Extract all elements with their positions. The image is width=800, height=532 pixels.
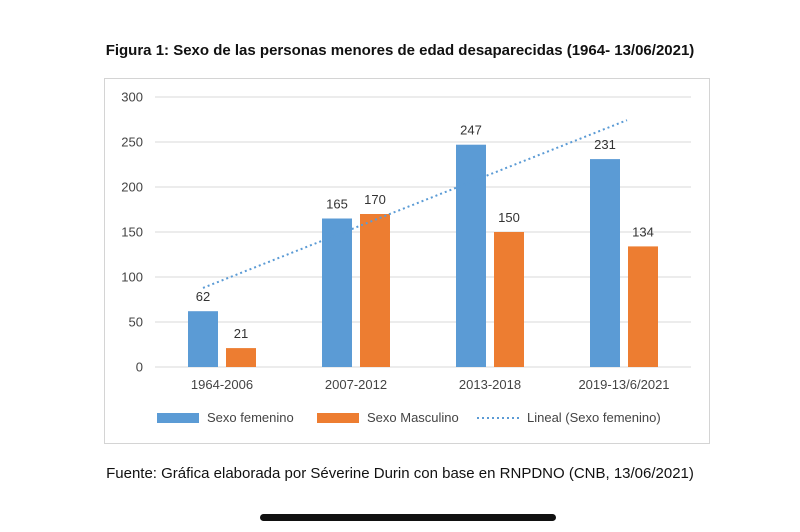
bar-sexo-masculino bbox=[628, 246, 658, 367]
data-label: 247 bbox=[460, 123, 482, 138]
y-tick-label: 150 bbox=[121, 225, 143, 240]
data-label: 165 bbox=[326, 197, 348, 212]
x-tick-label: 2019-13/6/2021 bbox=[578, 377, 669, 392]
y-tick-label: 0 bbox=[136, 360, 143, 375]
x-tick-label: 2007-2012 bbox=[325, 377, 387, 392]
legend-swatch-femenino bbox=[157, 413, 199, 423]
x-tick-label: 1964-2006 bbox=[191, 377, 253, 392]
data-label: 21 bbox=[234, 326, 248, 341]
x-tick-label: 2013-2018 bbox=[459, 377, 521, 392]
bar-sexo-femenino bbox=[322, 218, 352, 367]
legend-label-masculino: Sexo Masculino bbox=[367, 410, 459, 425]
legend-swatch-masculino bbox=[317, 413, 359, 423]
bar-chart: 0 50 100 150 200 250 300 62 21 1964-2006 165 170 200… bbox=[121, 90, 691, 425]
bar-sexo-femenino bbox=[188, 311, 218, 367]
bar-sexo-femenino bbox=[456, 144, 486, 367]
chart-area: 0 50 100 150 200 250 300 62 21 1964-2006 165 170 200… bbox=[104, 78, 710, 444]
source-caption: Fuente: Gráfica elaborada por Séverine D… bbox=[106, 465, 694, 482]
home-indicator[interactable] bbox=[260, 514, 556, 521]
bar-sexo-masculino bbox=[494, 232, 524, 367]
legend-label-trendline: Lineal (Sexo femenino) bbox=[527, 410, 661, 425]
y-tick-label: 250 bbox=[121, 135, 143, 150]
y-tick-label: 100 bbox=[121, 270, 143, 285]
trendline-sexo-femenino bbox=[202, 119, 628, 289]
data-label: 170 bbox=[364, 192, 386, 207]
bar-sexo-masculino bbox=[360, 214, 390, 367]
data-label: 150 bbox=[498, 210, 520, 225]
bar-sexo-femenino bbox=[590, 159, 620, 367]
data-label: 231 bbox=[594, 137, 616, 152]
bar-sexo-masculino bbox=[226, 348, 256, 367]
y-tick-label: 50 bbox=[129, 315, 143, 330]
legend-label-femenino: Sexo femenino bbox=[207, 410, 294, 425]
y-tick-label: 300 bbox=[121, 90, 143, 105]
y-tick-label: 200 bbox=[121, 180, 143, 195]
data-label: 134 bbox=[632, 224, 654, 239]
data-label: 62 bbox=[196, 289, 210, 304]
chart-title: Figura 1: Sexo de las personas menores d… bbox=[105, 42, 695, 59]
